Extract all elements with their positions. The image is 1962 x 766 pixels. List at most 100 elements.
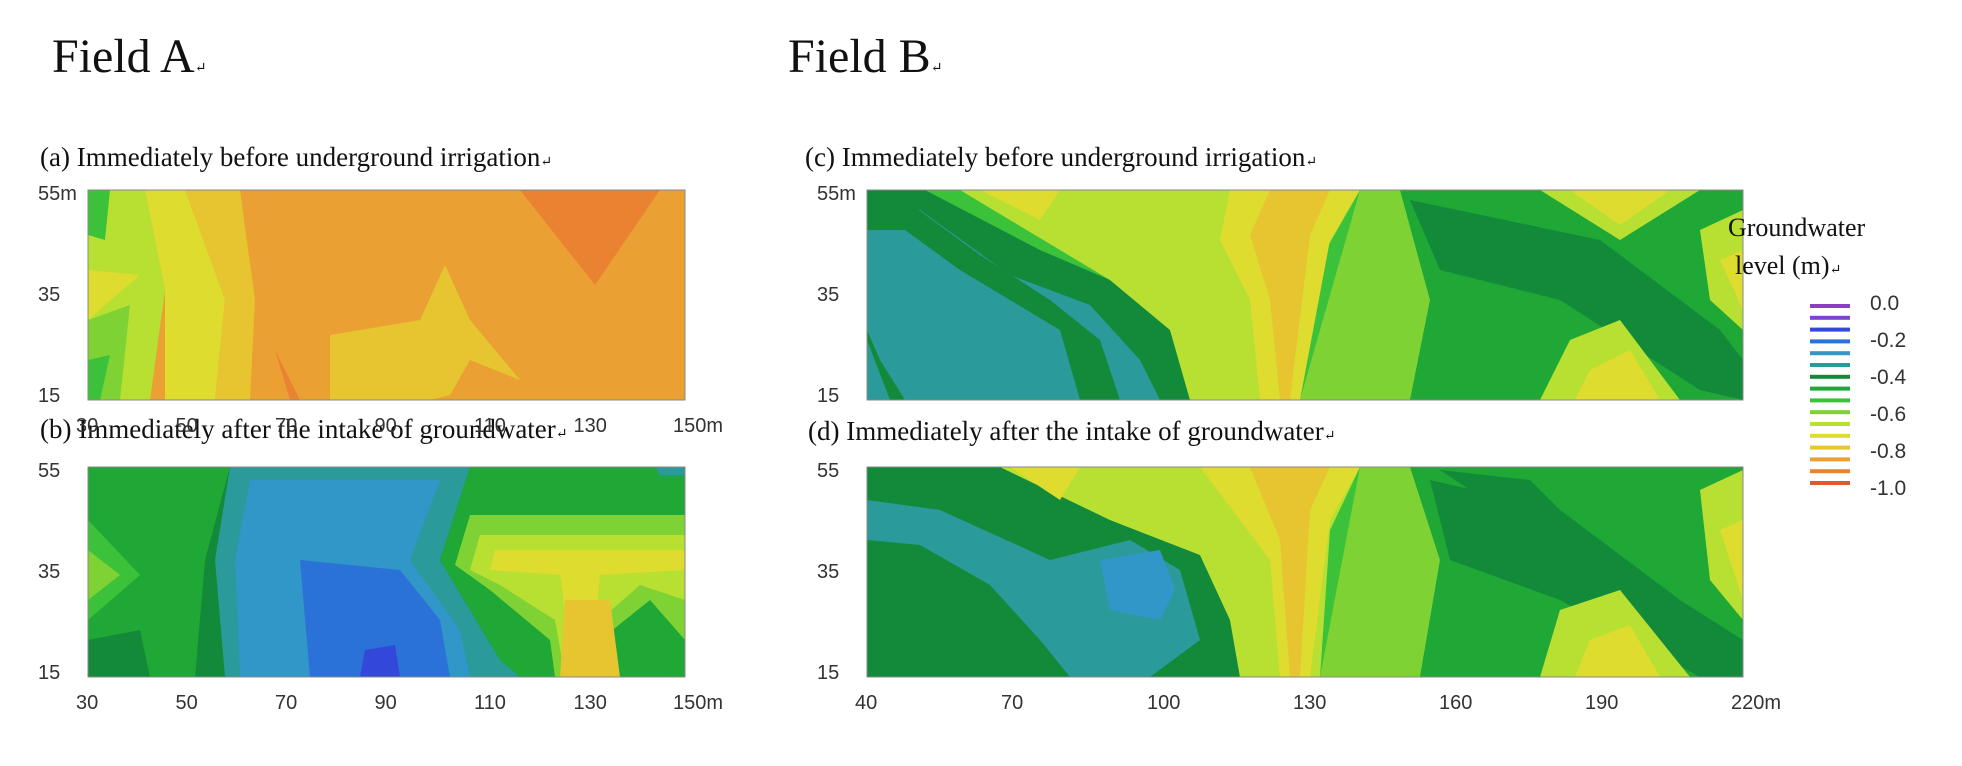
plot-frame: [87, 466, 686, 678]
x-tick-label: 70: [275, 415, 297, 437]
contour-region: [88, 467, 230, 677]
contour-region: [88, 520, 140, 620]
x-tick-label: 160: [1439, 692, 1472, 714]
y-tick-label: 55m: [817, 183, 856, 205]
legend-title-line1: Groundwater: [1728, 213, 1866, 242]
legend-color-bar: [1810, 327, 1850, 332]
contour-region: [560, 600, 620, 677]
legend-color-bar: [1810, 386, 1850, 391]
legend-color-bars: [1810, 304, 1850, 485]
contour-panel-b: [88, 467, 685, 677]
x-tick-label: 40: [855, 692, 877, 714]
plot-frame: [866, 189, 1744, 401]
legend-color-bar: [1810, 422, 1850, 426]
y-tick-label: 15: [817, 662, 839, 684]
contour-region: [1410, 200, 1743, 400]
legend-color-bar: [1810, 445, 1850, 450]
contour-region: [185, 190, 255, 400]
plot-frame: [866, 466, 1744, 678]
legend-label: -1.0: [1870, 477, 1906, 500]
legend-color-bar: [1810, 339, 1850, 344]
contour-region: [1320, 467, 1440, 677]
contour-region: [1200, 467, 1360, 677]
y-tick-label: 15: [38, 662, 60, 684]
field-a-title: Field A↵: [52, 30, 206, 83]
legend-color-bar: [1810, 398, 1850, 403]
contour-region: [1575, 625, 1660, 677]
legend-label: -0.2: [1870, 329, 1906, 352]
legend-color-bar: [1810, 315, 1850, 320]
legend-color-bar: [1810, 351, 1850, 356]
x-tick-label: 30: [76, 415, 98, 437]
legend-title-line2: level (m)↵: [1735, 251, 1841, 280]
contour-region: [1430, 480, 1743, 677]
x-tick-label: 90: [375, 415, 397, 437]
contour-region: [88, 355, 110, 400]
legend-label: 0.0: [1870, 292, 1899, 315]
field-b-title: Field B↵: [788, 30, 942, 83]
x-tick-label: 130: [574, 415, 607, 437]
panel-c-title: (c) Immediately before underground irrig…: [805, 142, 1317, 172]
y-tick-label: 55: [38, 460, 60, 482]
contour-region: [88, 270, 140, 320]
contour-region: [1440, 470, 1560, 510]
legend-label: -0.6: [1870, 403, 1906, 426]
legend-color-bar: [1810, 363, 1850, 367]
x-tick-label: 30: [76, 692, 98, 714]
panel-d-title: (d) Immediately after the intake of grou…: [808, 416, 1336, 446]
contour-region: [300, 560, 450, 677]
legend-color-bar: [1810, 433, 1850, 438]
contour-region: [1575, 350, 1660, 400]
legend-label: -0.8: [1870, 440, 1906, 463]
contour-region: [1010, 467, 1080, 500]
x-tick-label: 110: [474, 415, 506, 437]
contour-panel-a: [88, 190, 685, 400]
x-tick-label: 150m: [673, 415, 723, 437]
contour-region: [1570, 190, 1670, 225]
y-tick-label: 55: [817, 460, 839, 482]
contour-region: [520, 190, 660, 285]
legend-label: -0.4: [1870, 366, 1907, 389]
contour-region: [980, 190, 1060, 220]
x-tick-label: 130: [1293, 692, 1326, 714]
x-tick-label: 190: [1585, 692, 1618, 714]
x-tick-label: 70: [1001, 692, 1023, 714]
contour-region: [1300, 190, 1430, 400]
axis-ticks: 55m 35 15 30 50 70 90 110 130 150m 55 35 15 30 50 70 90 1…: [38, 183, 1781, 714]
contour-region: [867, 540, 1070, 677]
contour-region: [1700, 210, 1743, 330]
contour-region: [360, 645, 400, 677]
contour-region: [1720, 250, 1743, 310]
legend-color-bar: [1810, 469, 1850, 474]
legend-color-bar: [1810, 304, 1850, 308]
contour-region: [1250, 467, 1330, 677]
x-tick-label: 50: [176, 692, 198, 714]
x-tick-label: 70: [275, 692, 297, 714]
contour-region: [88, 190, 110, 240]
legend-color-bar: [1810, 481, 1850, 485]
x-tick-label: 100: [1147, 692, 1180, 714]
contour-region: [88, 550, 120, 600]
y-tick-label: 15: [38, 385, 60, 407]
contour-region: [1720, 520, 1743, 600]
contour-region: [1100, 550, 1175, 620]
contour-region: [1250, 190, 1330, 400]
contour-region: [330, 265, 520, 400]
x-tick-label: 220m: [1731, 692, 1781, 714]
legend-color-bar: [1810, 410, 1850, 415]
contour-region: [655, 467, 685, 475]
y-tick-label: 35: [817, 561, 839, 583]
panel-a-title: (a) Immediately before underground irrig…: [40, 142, 552, 172]
x-tick-label: 110: [474, 692, 506, 714]
legend-color-bar: [1810, 374, 1850, 379]
contour-region: [867, 230, 1080, 400]
x-tick-label: 50: [176, 415, 198, 437]
y-tick-label: 35: [817, 284, 839, 306]
contour-region: [88, 630, 150, 677]
contour-region: [1700, 470, 1743, 620]
contour-panel-d: [867, 467, 1743, 677]
x-tick-label: 90: [375, 692, 397, 714]
x-tick-label: 130: [574, 692, 607, 714]
plot-frame: [87, 189, 686, 401]
